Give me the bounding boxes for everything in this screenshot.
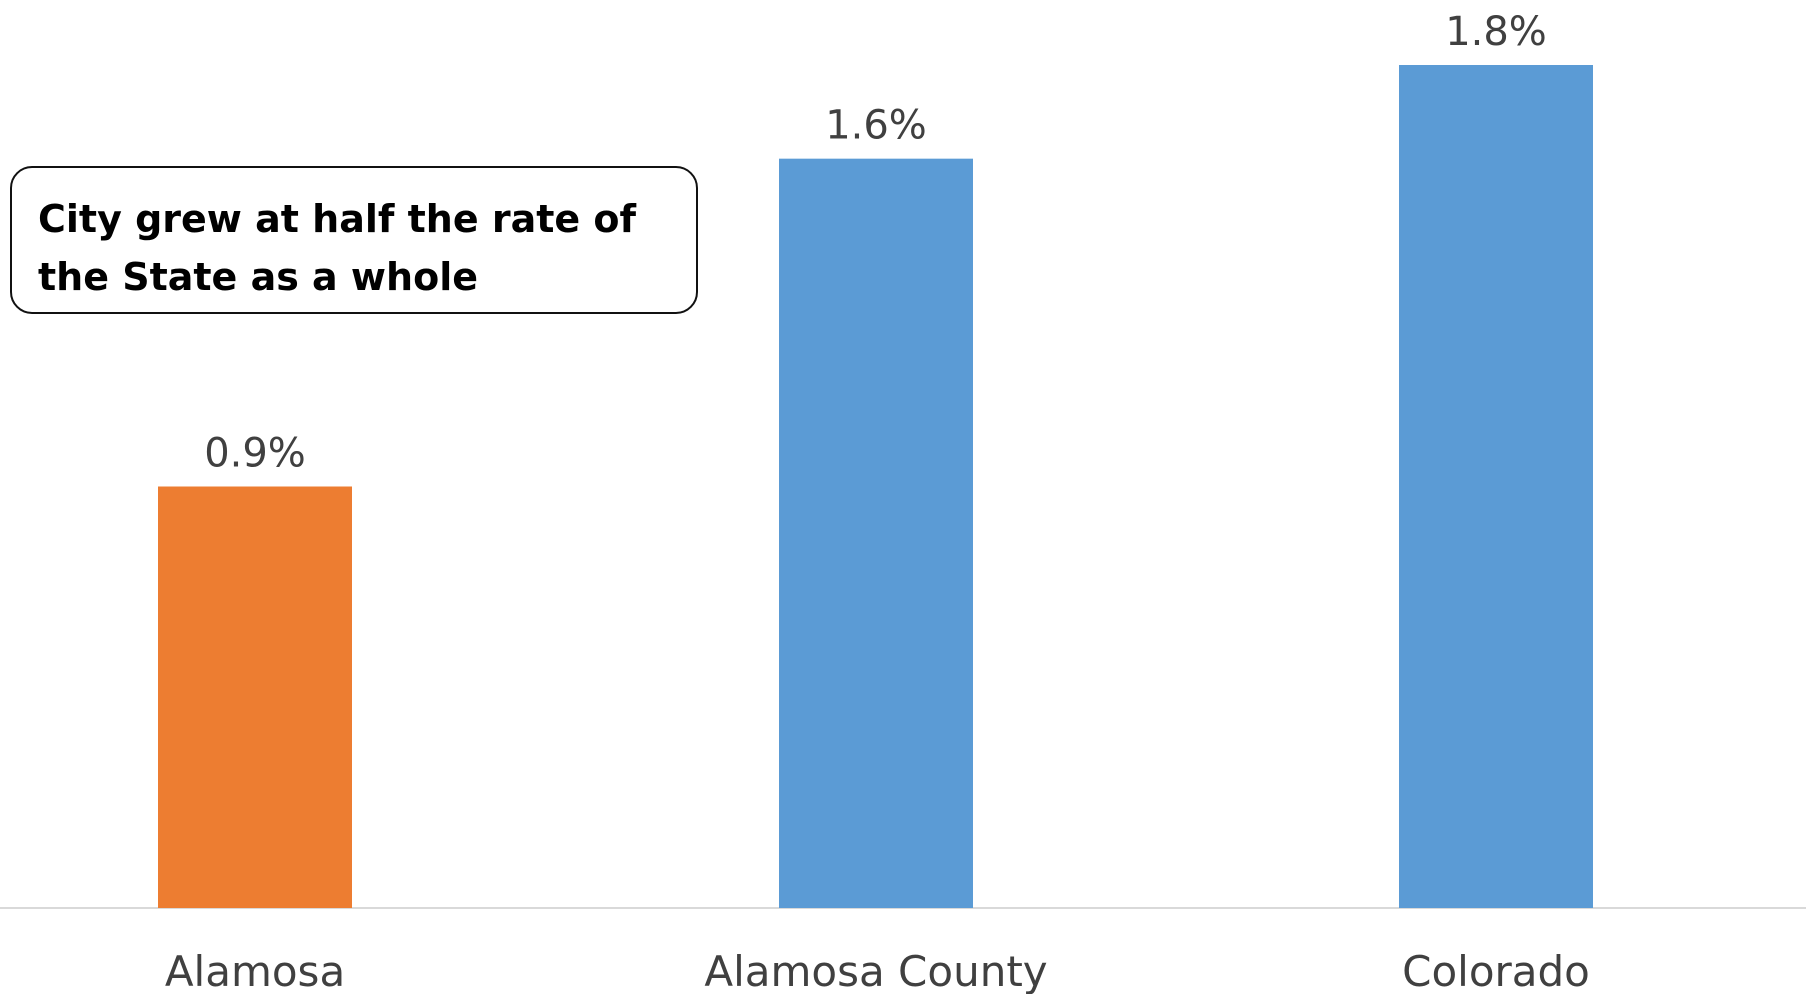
bar-alamosa-county <box>779 158 973 908</box>
data-label: 0.9% <box>204 431 306 477</box>
data-label: 1.8% <box>1445 9 1547 55</box>
data-label: 1.6% <box>825 103 927 149</box>
bar-colorado <box>1399 65 1593 908</box>
bar-alamosa <box>158 486 352 908</box>
category-label: Alamosa <box>165 947 345 994</box>
annotation-text: City grew at half the rate of the State … <box>38 197 637 299</box>
category-labels-layer: Alamosa Alamosa County Colorado <box>165 947 1590 994</box>
data-labels-layer: 0.9% 1.6% 1.8% <box>204 9 1547 477</box>
bars-layer <box>158 65 1593 908</box>
annotation-callout: City grew at half the rate of the State … <box>10 166 698 314</box>
category-label: Colorado <box>1402 947 1590 994</box>
category-label: Alamosa County <box>704 947 1047 994</box>
